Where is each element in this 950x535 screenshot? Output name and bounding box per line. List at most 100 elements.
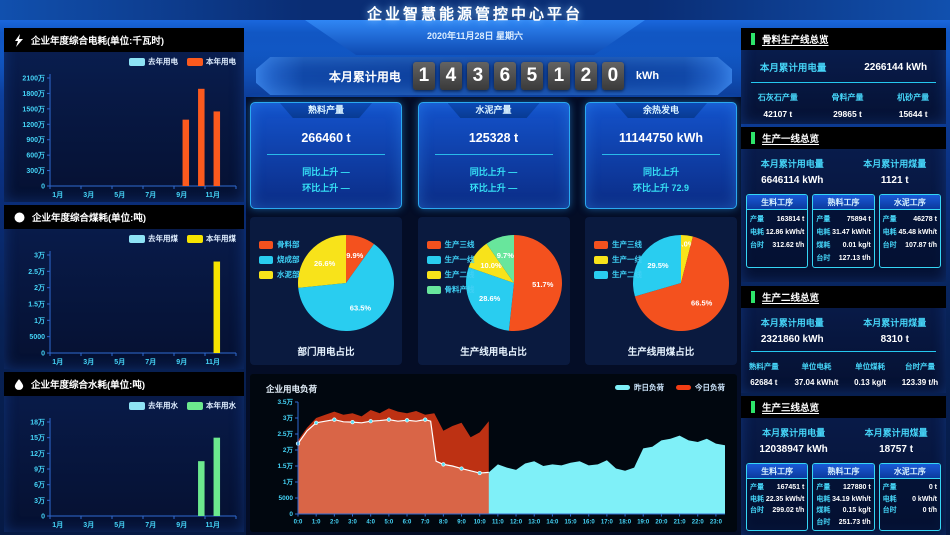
stat-card-title: 熟料产量 (280, 103, 372, 118)
panel-title: 生产二线总览 (762, 293, 820, 304)
svg-text:5:0: 5:0 (385, 520, 394, 526)
legend-item-生产三线[interactable]: 生产三线 (594, 239, 642, 250)
svg-text:9月: 9月 (176, 521, 187, 529)
legend-item-水泥部[interactable]: 水泥部 (259, 269, 300, 280)
svg-text:1.5万: 1.5万 (28, 301, 45, 309)
top-strip (0, 0, 950, 20)
legend-item-生产二线[interactable]: 生产二线 (426, 269, 475, 280)
svg-text:0: 0 (41, 514, 45, 521)
legend-item-本年用煤[interactable]: 本年用煤 (187, 233, 236, 244)
panel-marker-icon (751, 291, 755, 303)
legend-item-昨日负荷[interactable]: 昨日负荷 (615, 382, 664, 393)
svg-text:2万: 2万 (34, 284, 45, 292)
legend-item-去年用电[interactable]: 去年用电 (129, 56, 178, 67)
svg-text:3月: 3月 (83, 521, 94, 529)
svg-text:0: 0 (41, 184, 45, 191)
proc-row: 电耗 34.19 kWh/t (816, 495, 871, 503)
total-value: 2266144 kWh (864, 61, 928, 73)
process-cards: 生料工序 产量 163814 t 电耗 12.86 kWh/t 台时 312.62 t/h… (741, 190, 946, 268)
svg-text:9.7%: 9.7% (496, 251, 513, 260)
svg-text:1月: 1月 (52, 521, 63, 529)
svg-text:3月: 3月 (83, 358, 94, 366)
legend-item-去年用煤[interactable]: 去年用煤 (129, 233, 178, 244)
legend-item-本年用电[interactable]: 本年用电 (187, 56, 236, 67)
panel-header: 骨料生产线总览 (741, 28, 946, 50)
proc-row: 产量 46278 t (882, 216, 937, 223)
stat-cards-row: 熟料产量 266460 t 同比上升 — 环比上升 — 水泥产量 125328 … (250, 102, 737, 210)
totals-row: 本月累计用电量 2321860 kWh 本月累计用煤量 8310 t (741, 308, 946, 349)
stat-card-yoy: 同比上升 — (302, 167, 350, 177)
svg-text:19:0: 19:0 (637, 520, 650, 526)
proc-row: 台时 251.73 t/h (816, 518, 871, 526)
process-cards: 生料工序 产量 167451 t 电耗 22.35 kWh/t 台时 299.02 t/h… (741, 459, 946, 531)
proc-row: 电耗 22.35 kWh/t (750, 495, 805, 503)
svg-text:1月: 1月 (52, 358, 63, 366)
svg-text:3万: 3万 (34, 252, 45, 260)
legend-item-生产三线[interactable]: 生产三线 (426, 239, 475, 250)
legend-item-今日负荷[interactable]: 今日负荷 (676, 382, 725, 393)
bar-chart-annual-coal: 0 5000 1万 1.5万 2万 2.5万 3万 1月 3月 5月 7月 9月 11月 (4, 229, 244, 369)
counter-digit: 1 (412, 62, 435, 90)
legend-item-去年用水[interactable]: 去年用水 (129, 400, 178, 411)
process-card: 生料工序 产量 163814 t 电耗 12.86 kWh/t 台时 312.62 t/h (746, 194, 809, 268)
legend-item-骨料产线[interactable]: 骨料产线 (426, 284, 475, 295)
counter-digit: 4 (439, 62, 462, 90)
legend-item-本年用水[interactable]: 本年用水 (187, 400, 236, 411)
pie-panel-dept-power: 骨料部 烧成部 水泥部 9.9% 63.5% 26.6% 部门用电占比 (250, 217, 402, 365)
svg-text:1:0: 1:0 (312, 520, 321, 526)
total-electricity: 本月累计用电量 12038947 kWh (759, 428, 828, 455)
proc-row: 产量 75894 t (816, 216, 871, 223)
panel-title: 骨料生产线总览 (762, 35, 829, 46)
svg-text:3万: 3万 (34, 497, 45, 505)
total-row: 本月累计用电量 2266144 kWh (741, 50, 946, 80)
panel-header: 企业年度综合电耗(单位:千瓦时) (4, 28, 244, 52)
legend-item-生产一线[interactable]: 生产一线 (594, 254, 642, 265)
svg-text:18:0: 18:0 (619, 520, 632, 526)
svg-text:7月: 7月 (145, 191, 156, 199)
panel-header: 企业年度综合水耗(单位:吨) (4, 372, 244, 396)
legend-item-生产二线[interactable]: 生产二线 (594, 269, 642, 280)
legend-item-骨料部[interactable]: 骨料部 (259, 239, 300, 250)
counter-digit: 6 (493, 62, 516, 90)
stat-col: 石灰石产量 42107 t (757, 93, 798, 119)
pie-legend: 生产三线生产一线生产二线 (594, 239, 642, 280)
svg-text:2.5万: 2.5万 (277, 430, 293, 438)
svg-text:63.5%: 63.5% (350, 303, 372, 312)
legend-item-生产一线[interactable]: 生产一线 (426, 254, 475, 265)
panel-body: 本月累计用电量 12038947 kWh 本月累计用煤量 18757 t 生料工… (741, 418, 946, 535)
svg-text:17:0: 17:0 (601, 520, 614, 526)
svg-text:22:0: 22:0 (692, 520, 705, 526)
bar-legend: 去年用煤 本年用煤 (129, 233, 236, 244)
svg-text:2万: 2万 (283, 446, 294, 454)
process-card: 水泥工序 产量 46278 t 电耗 45.48 kWh/t 台时 107.87 t/h (878, 194, 941, 268)
svg-text:1万: 1万 (283, 478, 294, 486)
bar-chart-annual-water: 0 3万 6万 9万 12万 15万 18万 1月 3月 5月 7月 9月 11月 (4, 396, 244, 532)
header-trapezoid (305, 20, 645, 55)
stat-card-waste-heat-power: 余热发电 11144750 kWh 同比上升 环比上升 72.9 (585, 102, 737, 209)
load-svg: 0 5000 1万 1.5万 2万 2.5万 3万 3.5万 0:0 1:0 2:0 3:0 4:0 5:… (277, 398, 725, 526)
svg-text:0: 0 (41, 351, 45, 358)
panel-header: 企业年度综合煤耗(单位:吨) (4, 205, 244, 229)
svg-text:3月: 3月 (83, 191, 94, 199)
svg-text:9月: 9月 (176, 358, 187, 366)
pie-chart-line-coal: 4.0% 66.5% 29.5% (585, 217, 737, 341)
panel-aggregate-line-overview: 骨料生产线总览 本月累计用电量 2266144 kWh 石灰石产量 42107 … (741, 28, 946, 124)
legend-item-烧成部[interactable]: 烧成部 (259, 254, 300, 265)
svg-text:26.6%: 26.6% (314, 259, 336, 268)
svg-text:11月: 11月 (206, 358, 220, 366)
stats-row: 石灰石产量 42107 t 骨料产量 29865 t 机砂产量 15644 t (741, 83, 946, 119)
bar-legend: 去年用电 本年用电 (129, 56, 236, 67)
svg-text:0:0: 0:0 (294, 520, 303, 526)
page-title: 企业智慧能源管控中心平台 (366, 6, 583, 23)
proc-row: 产量 127880 t (816, 484, 871, 491)
panel-title: 生产一线总览 (762, 134, 820, 145)
elec-year-svg: 0 300万 600万 900万 1200万 1500万 1800万 2100万 1月 3月 5月 7… (22, 74, 237, 199)
process-card-title: 生料工序 (747, 195, 808, 210)
stat-card-title: 余热发电 (615, 103, 707, 118)
svg-text:15万: 15万 (30, 434, 45, 442)
svg-text:1500万: 1500万 (22, 105, 45, 113)
svg-text:9.9%: 9.9% (346, 251, 363, 260)
panel-title: 生产三线总览 (762, 403, 820, 414)
divider (267, 154, 385, 155)
